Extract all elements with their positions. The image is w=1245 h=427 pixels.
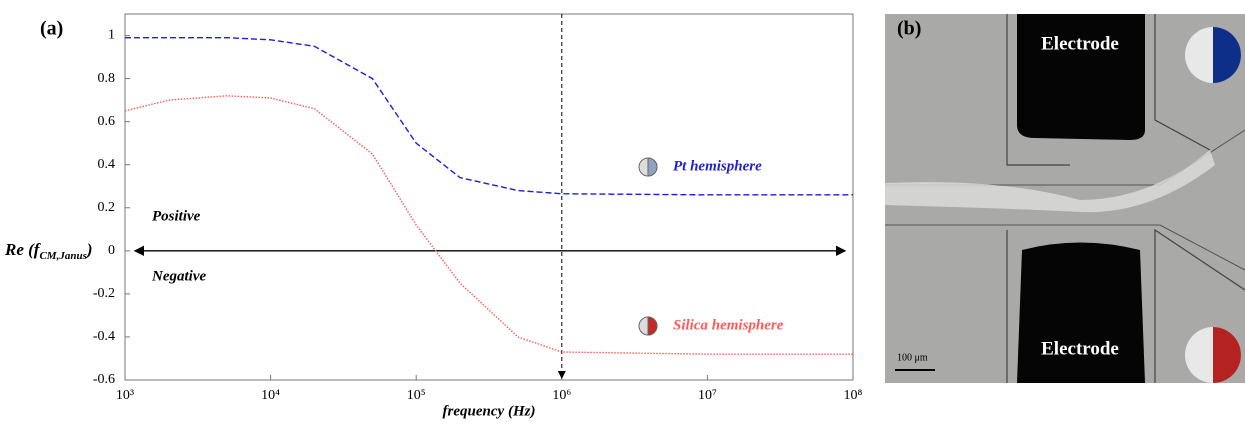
y-axis-label-part: )	[85, 240, 93, 259]
y-tick-label: 0.4	[98, 157, 116, 172]
janus-icon-half	[647, 316, 658, 336]
y-axis-label-part: CM,Janus	[39, 249, 86, 261]
legend-label: Pt hemisphere	[673, 158, 762, 174]
x-tick-label: 10⁶	[552, 388, 571, 403]
x-tick-label: 10⁷	[698, 388, 717, 403]
data-line	[125, 36, 853, 196]
y-tick-label: -0.4	[93, 329, 115, 344]
plot: -0.6 -0.4 -0.2 0 0.2 0.4 0.6 0.8 1 10³ 10⁴ 10⁵ 10⁶ 10…	[4, 13, 863, 419]
annotation: Negative	[151, 268, 206, 284]
scale-bar-label: 100 μm	[897, 352, 928, 363]
x-axis-label: frequency (Hz)	[443, 403, 536, 419]
y-tick-label: 1	[108, 28, 115, 43]
data-line	[124, 95, 853, 355]
y-tick-label: -0.6	[93, 372, 115, 387]
x-tick-label: 10⁵	[407, 388, 426, 403]
x-tick-label: 10⁸	[844, 388, 863, 403]
y-tick-label: 0.2	[98, 200, 116, 215]
y-tick-label: -0.2	[93, 286, 115, 301]
janus-icon-half	[647, 157, 658, 177]
x-tick-label: 10³	[116, 388, 134, 403]
y-tick-label: 0.8	[98, 71, 116, 86]
annotation: Positive	[152, 208, 201, 224]
electrode-label: Electrode	[1041, 338, 1119, 359]
legend-label: Silica hemisphere	[673, 317, 784, 333]
x-tick-label: 10⁴	[261, 388, 280, 403]
panel-label: (b)	[897, 18, 921, 40]
electrode-label: Electrode	[1041, 33, 1119, 54]
panel-label: (a)	[40, 18, 63, 40]
y-axis-label: Re (fCM,Janus)	[4, 240, 93, 262]
y-tick-label: 0.6	[98, 114, 116, 129]
y-axis-label-part: Re (f	[4, 240, 42, 259]
micrograph: (b) Electrode Electrode 100 μm	[885, 14, 1245, 383]
plot-frame	[124, 13, 854, 381]
y-tick-label: 0	[108, 243, 115, 258]
